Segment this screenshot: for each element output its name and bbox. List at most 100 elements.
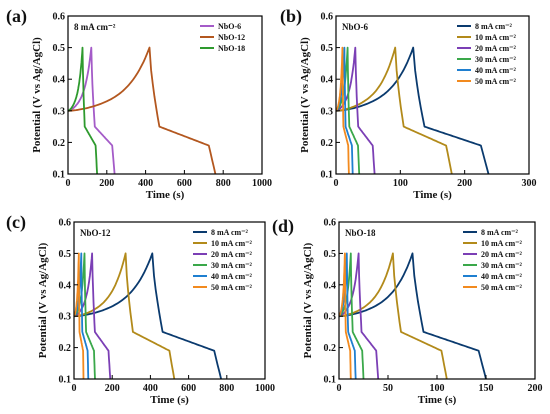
x-tick-label: 400 — [143, 383, 158, 394]
y-tick-label: 0.1 — [59, 375, 72, 386]
legend-label: 30 mA cm⁻² — [481, 261, 522, 270]
legend-label: 20 mA cm⁻² — [481, 250, 522, 259]
plot-frame — [73, 221, 266, 380]
x-tick-label: 600 — [177, 178, 192, 189]
y-tick-label: 0.6 — [324, 218, 337, 229]
x-tick-label: 100 — [430, 383, 445, 394]
y-tick-label: 0.3 — [53, 106, 66, 117]
series-line-6 — [338, 252, 352, 380]
x-axis-title: Time (s) — [413, 189, 452, 201]
series-line-4 — [73, 252, 96, 380]
legend-label: 50 mA cm⁻² — [475, 77, 516, 86]
panel-label: (c) — [6, 212, 26, 233]
y-tick-label: 0.5 — [59, 249, 72, 260]
legend: 8 mA cm⁻² 10 mA cm⁻² 20 mA cm⁻² 30 mA cm⁻² 4… — [457, 22, 516, 86]
y-tick-label: 0.2 — [324, 343, 337, 354]
series-line-6 — [335, 46, 350, 175]
inset-label: NbO-12 — [80, 228, 111, 238]
plot-frame — [335, 15, 530, 175]
series-line-1 — [73, 252, 222, 380]
legend-label: 8 mA cm⁻² — [475, 22, 512, 31]
x-tick-label: 1000 — [252, 178, 272, 189]
legend-label: NbO-18 — [218, 44, 245, 53]
legend-label: 10 mA cm⁻² — [211, 239, 252, 248]
x-tick-label: 0 — [337, 383, 342, 394]
x-tick-label: 400 — [138, 178, 153, 189]
y-tick-label: 0.4 — [59, 280, 72, 291]
chart-panel-2: (b) 0 100 200 300 0.1 0.2 0.3 0.4 0.5 0.6 Time (s) P… — [280, 6, 537, 201]
x-tick-label: 300 — [522, 178, 537, 189]
legend-label: 40 mA cm⁻² — [211, 272, 252, 281]
inset-label: 8 mA cm⁻² — [74, 22, 116, 32]
y-tick-label: 0.4 — [324, 280, 337, 291]
y-tick-label: 0.3 — [321, 106, 334, 117]
y-tick-label: 0.4 — [53, 75, 66, 86]
y-tick-label: 0.2 — [53, 138, 66, 149]
x-tick-label: 600 — [181, 383, 196, 394]
x-tick-label: 100 — [393, 178, 408, 189]
panel-label: (b) — [280, 6, 302, 27]
series-group — [338, 252, 487, 380]
y-tick-label: 0.6 — [59, 218, 72, 229]
x-tick-label: 200 — [99, 178, 114, 189]
x-tick-label: 200 — [528, 383, 543, 394]
y-axis-title: Potential (V vs Ag/AgCl) — [302, 242, 314, 358]
y-tick-label: 0.6 — [53, 12, 66, 23]
x-tick-label: 50 — [383, 383, 393, 394]
legend-label: 20 mA cm⁻² — [211, 250, 252, 259]
legend-label: 40 mA cm⁻² — [475, 66, 516, 75]
y-axis-title: Potential (V vs Ag/AgCl) — [31, 37, 43, 153]
y-axis-title: Potential (V vs Ag/AgCl) — [299, 37, 311, 153]
series-group — [335, 46, 490, 175]
x-tick-label: 0 — [66, 178, 71, 189]
series-line-1 — [67, 46, 116, 175]
x-tick-label: 800 — [216, 178, 231, 189]
legend-label: 10 mA cm⁻² — [481, 239, 522, 248]
series-line-1 — [335, 46, 490, 175]
legend-label: 30 mA cm⁻² — [475, 55, 516, 64]
y-tick-label: 0.6 — [321, 12, 334, 23]
y-tick-label: 0.2 — [59, 343, 72, 354]
legend: 8 mA cm⁻² 10 mA cm⁻² 20 mA cm⁻² 30 mA cm⁻² 4… — [193, 228, 252, 292]
panel-label: (a) — [6, 6, 27, 27]
chart-panel-4: (d) 0 50 100 150 200 0.1 0.2 0.3 0.4 0.5 0.6 Time (s… — [272, 216, 543, 406]
x-axis-title: Time (s) — [146, 189, 185, 201]
series-line-2 — [67, 46, 217, 175]
x-axis-title: Time (s) — [150, 394, 189, 406]
chart-panel-1: (a) 0 200 400 600 800 1000 0.1 0.2 0.3 0.4 0.5 0.6 Ti… — [6, 6, 272, 201]
legend-label: 10 mA cm⁻² — [475, 33, 516, 42]
chart-panel-3: (c) 0 200 400 600 800 1000 0.1 0.2 0.3 0.4 0.5 0.6 Ti… — [6, 212, 275, 406]
legend-label: 30 mA cm⁻² — [211, 261, 252, 270]
y-tick-label: 0.2 — [321, 138, 334, 149]
series-line-2 — [338, 252, 448, 380]
series-line-2 — [335, 46, 453, 175]
x-axis-title: Time (s) — [418, 394, 457, 406]
series-group — [67, 46, 217, 175]
series-line-3 — [67, 46, 98, 175]
legend-label: 50 mA cm⁻² — [481, 283, 522, 292]
inset-label: NbO-18 — [345, 228, 376, 238]
x-tick-label: 150 — [479, 383, 494, 394]
x-tick-label: 0 — [334, 178, 339, 189]
y-tick-label: 0.1 — [321, 170, 334, 181]
inset-label: NbO-6 — [342, 22, 369, 32]
legend: NbO-6 NbO-12 NbO-18 — [200, 22, 245, 53]
legend-label: 8 mA cm⁻² — [481, 228, 518, 237]
legend-label: NbO-12 — [218, 33, 245, 42]
x-tick-label: 1000 — [255, 383, 275, 394]
y-tick-label: 0.1 — [324, 375, 337, 386]
series-line-4 — [335, 46, 361, 175]
x-tick-label: 200 — [105, 383, 120, 394]
y-axis-title: Potential (V vs Ag/AgCl) — [37, 242, 49, 358]
series-group — [73, 252, 222, 380]
legend-label: 8 mA cm⁻² — [211, 228, 248, 237]
x-tick-label: 0 — [72, 383, 77, 394]
legend-label: 50 mA cm⁻² — [211, 283, 252, 292]
legend: 8 mA cm⁻² 10 mA cm⁻² 20 mA cm⁻² 30 mA cm⁻² 4… — [463, 228, 522, 292]
series-line-1 — [338, 252, 487, 380]
y-tick-label: 0.5 — [53, 43, 66, 54]
y-tick-label: 0.3 — [59, 312, 72, 323]
panel-label: (d) — [272, 216, 294, 237]
plot-frame — [67, 15, 263, 175]
